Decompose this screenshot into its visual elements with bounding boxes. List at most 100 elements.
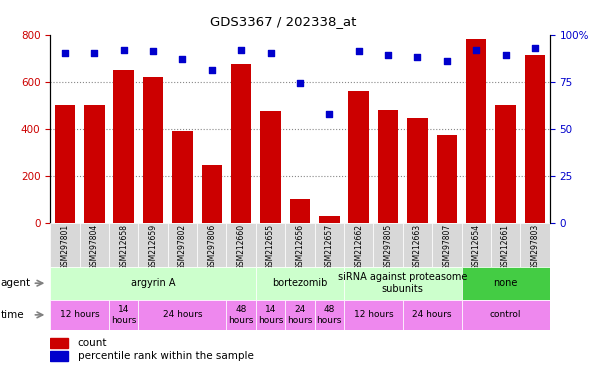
Text: 24 hours: 24 hours (163, 310, 202, 319)
Bar (349, 91, 369, 223)
Point (207, 67, 216, 73)
Bar (495, 105, 516, 223)
Bar (54, 105, 75, 223)
Bar (197, 223, 226, 267)
Bar (466, 39, 486, 223)
Point (236, 46, 246, 53)
Bar (344, 300, 402, 330)
Bar (437, 134, 457, 223)
Bar (378, 110, 398, 223)
Bar (138, 300, 226, 330)
Bar (50, 223, 80, 267)
Point (178, 56, 187, 62)
Bar (109, 300, 138, 330)
Bar (172, 131, 193, 223)
Bar (50, 351, 68, 361)
Bar (143, 77, 163, 223)
Bar (344, 223, 374, 267)
Text: 14
hours: 14 hours (111, 305, 137, 324)
Text: argyrin A: argyrin A (131, 278, 176, 288)
Text: GSM297803: GSM297803 (531, 224, 540, 270)
Text: GSM297804: GSM297804 (90, 224, 99, 270)
Bar (138, 223, 168, 267)
Bar (231, 64, 251, 223)
Text: 48
hours: 48 hours (317, 305, 342, 324)
Bar (256, 300, 285, 330)
Text: percentile rank within the sample: percentile rank within the sample (77, 351, 254, 361)
Text: GSM212661: GSM212661 (501, 224, 510, 270)
Bar (50, 300, 109, 330)
Bar (402, 300, 462, 330)
Point (119, 46, 128, 53)
Text: GSM212663: GSM212663 (413, 224, 422, 270)
Bar (374, 223, 402, 267)
Point (295, 80, 305, 86)
Point (60, 50, 70, 56)
Bar (285, 223, 314, 267)
Bar (402, 223, 432, 267)
Point (384, 52, 393, 58)
Text: GSM212656: GSM212656 (296, 224, 304, 270)
Text: GSM212662: GSM212662 (354, 224, 363, 270)
Bar (168, 223, 197, 267)
Bar (226, 223, 256, 267)
Bar (290, 199, 310, 223)
Text: GSM212654: GSM212654 (472, 224, 480, 270)
Bar (462, 267, 550, 300)
Point (501, 52, 510, 58)
Text: GSM297801: GSM297801 (60, 224, 69, 270)
Bar (256, 223, 285, 267)
Bar (344, 267, 462, 300)
Bar (260, 111, 281, 223)
Bar (50, 267, 256, 300)
Point (90, 50, 99, 56)
Point (324, 111, 334, 117)
Bar (314, 300, 344, 330)
Text: bortezomib: bortezomib (272, 278, 327, 288)
Bar (84, 105, 105, 223)
Point (472, 46, 481, 53)
Bar (407, 118, 428, 223)
Bar (462, 300, 550, 330)
Text: 24 hours: 24 hours (413, 310, 452, 319)
Bar (202, 165, 222, 223)
Text: GSM297805: GSM297805 (384, 224, 392, 270)
Bar (109, 223, 138, 267)
Bar (113, 70, 134, 223)
Text: GSM297802: GSM297802 (178, 224, 187, 270)
Point (266, 50, 275, 56)
Bar (50, 338, 68, 348)
Bar (520, 223, 550, 267)
Bar (80, 223, 109, 267)
Text: GSM212659: GSM212659 (148, 224, 158, 270)
Bar (256, 267, 344, 300)
Bar (314, 223, 344, 267)
Bar (226, 300, 256, 330)
Text: GDS3367 / 202338_at: GDS3367 / 202338_at (210, 15, 357, 28)
Point (354, 48, 363, 55)
Text: GSM212657: GSM212657 (325, 224, 334, 270)
Text: siRNA against proteasome
subunits: siRNA against proteasome subunits (338, 272, 467, 294)
Text: time: time (1, 310, 24, 320)
Bar (462, 223, 491, 267)
Text: none: none (493, 278, 518, 288)
Text: GSM212658: GSM212658 (119, 224, 128, 270)
Bar (525, 55, 545, 223)
Text: GSM297806: GSM297806 (207, 224, 216, 270)
Text: control: control (490, 310, 521, 319)
Bar (319, 216, 340, 223)
Text: GSM212660: GSM212660 (236, 224, 246, 270)
Text: agent: agent (1, 278, 31, 288)
Text: 14
hours: 14 hours (258, 305, 283, 324)
Text: 12 hours: 12 hours (353, 310, 393, 319)
Text: GSM297807: GSM297807 (442, 224, 452, 270)
Bar (285, 300, 314, 330)
Point (413, 54, 422, 60)
Text: GSM212655: GSM212655 (266, 224, 275, 270)
Point (530, 45, 540, 51)
Bar (491, 223, 520, 267)
Text: 48
hours: 48 hours (229, 305, 254, 324)
Text: 12 hours: 12 hours (60, 310, 99, 319)
Bar (432, 223, 462, 267)
Point (442, 58, 452, 64)
